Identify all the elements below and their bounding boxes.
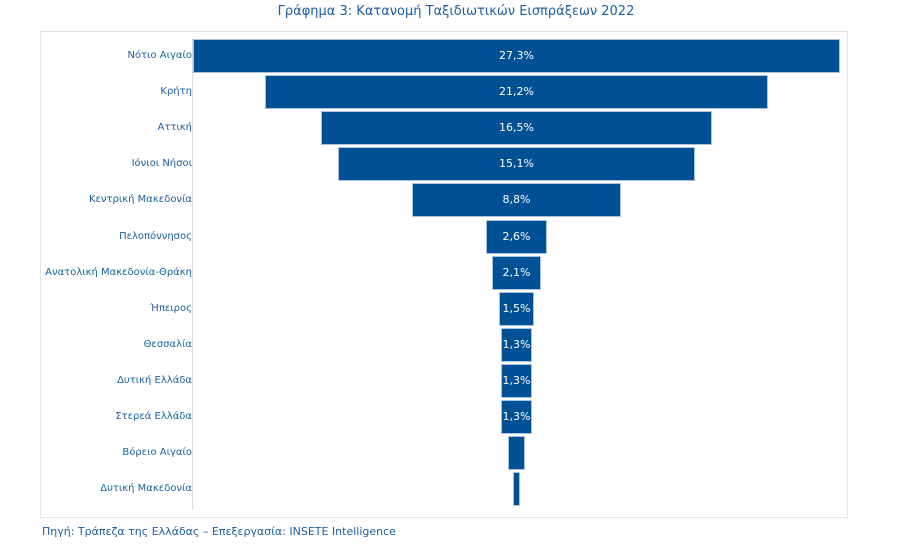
funnel-bar [265, 75, 768, 110]
funnel-bar [501, 400, 532, 434]
category-label: Κρήτη [160, 86, 192, 98]
data-label: 15,1% [499, 157, 534, 171]
funnel-bar [501, 327, 532, 362]
category-label: Ήπειρος [150, 302, 192, 314]
data-label: 27,3% [499, 49, 534, 62]
funnel-bar [498, 291, 535, 326]
chart-frame [40, 31, 848, 518]
funnel-bar [412, 183, 621, 218]
funnel-bar [320, 111, 712, 146]
category-label: Δυτική Ελλάδα [117, 374, 192, 386]
category-label: Νότιο Αιγαίο [127, 50, 192, 61]
funnel-bar [508, 436, 525, 471]
category-label: Βόρειο Αιγαίο [122, 447, 192, 459]
funnel-bar [485, 219, 548, 254]
category-label: Αττική [157, 122, 193, 134]
category-label: Θεσσαλία [143, 338, 192, 350]
data-label: 1,5% [502, 301, 531, 315]
funnel-bar [337, 147, 696, 182]
funnel-bar [491, 255, 542, 290]
chart-title: Γράφημα 3: Κατανομή Ταξιδιωτικών Εισπράξ… [277, 4, 635, 19]
funnel-bar [501, 363, 532, 398]
data-label: 2,6% [502, 229, 531, 243]
category-label: Κεντρική Μακεδονία [88, 194, 192, 206]
data-label: 1,3% [502, 337, 531, 351]
funnel-bar [193, 39, 840, 73]
data-label: 8,8% [502, 193, 531, 207]
data-label: 1,3% [502, 410, 531, 423]
category-label: Δυτική Μακεδονία [100, 483, 192, 495]
category-label: Ιόνιοι Νήσοι [131, 158, 192, 170]
source-note: Πηγή: Τράπεζα της Ελλάδας – Επεξεργασία:… [42, 525, 396, 538]
category-label: Στερεά Ελλάδα [115, 411, 192, 422]
category-axis-line [192, 38, 193, 510]
category-label: Πελοπόννησος [119, 230, 192, 242]
data-label: 2,1% [502, 265, 531, 279]
data-label: 21,2% [499, 85, 534, 99]
data-label: 16,5% [499, 121, 534, 135]
data-label: 1,3% [502, 373, 531, 387]
funnel-bar [512, 472, 521, 507]
category-label: Ανατολική Μακεδονία-Θράκη [45, 266, 192, 278]
